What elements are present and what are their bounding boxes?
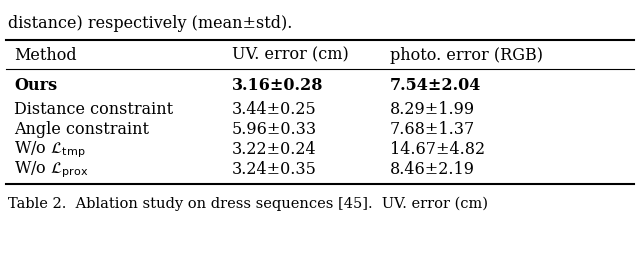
Text: W/o $\mathcal{L}_{\mathrm{tmp}}$: W/o $\mathcal{L}_{\mathrm{tmp}}$ bbox=[14, 140, 86, 160]
Text: distance) respectively (mean±std).: distance) respectively (mean±std). bbox=[8, 15, 292, 32]
Text: 5.96±0.33: 5.96±0.33 bbox=[232, 122, 317, 138]
Text: UV. error (cm): UV. error (cm) bbox=[232, 47, 349, 63]
Text: 8.29±1.99: 8.29±1.99 bbox=[390, 101, 475, 117]
Text: 3.16±0.28: 3.16±0.28 bbox=[232, 78, 323, 94]
Text: 3.44±0.25: 3.44±0.25 bbox=[232, 101, 317, 117]
Text: Method: Method bbox=[14, 47, 77, 63]
Text: 7.68±1.37: 7.68±1.37 bbox=[390, 122, 476, 138]
Text: Ours: Ours bbox=[14, 78, 57, 94]
Text: Distance constraint: Distance constraint bbox=[14, 101, 173, 117]
Text: 8.46±2.19: 8.46±2.19 bbox=[390, 161, 475, 178]
Text: Table 2.  Ablation study on dress sequences [45].  UV. error (cm): Table 2. Ablation study on dress sequenc… bbox=[8, 197, 488, 211]
Text: Angle constraint: Angle constraint bbox=[14, 122, 149, 138]
Text: 14.67±4.82: 14.67±4.82 bbox=[390, 142, 485, 158]
Text: photo. error (RGB): photo. error (RGB) bbox=[390, 47, 543, 63]
Text: 3.22±0.24: 3.22±0.24 bbox=[232, 142, 317, 158]
Text: 3.24±0.35: 3.24±0.35 bbox=[232, 161, 317, 178]
Text: W/o $\mathcal{L}_{\mathrm{prox}}$: W/o $\mathcal{L}_{\mathrm{prox}}$ bbox=[14, 160, 88, 180]
Text: 7.54±2.04: 7.54±2.04 bbox=[390, 78, 481, 94]
